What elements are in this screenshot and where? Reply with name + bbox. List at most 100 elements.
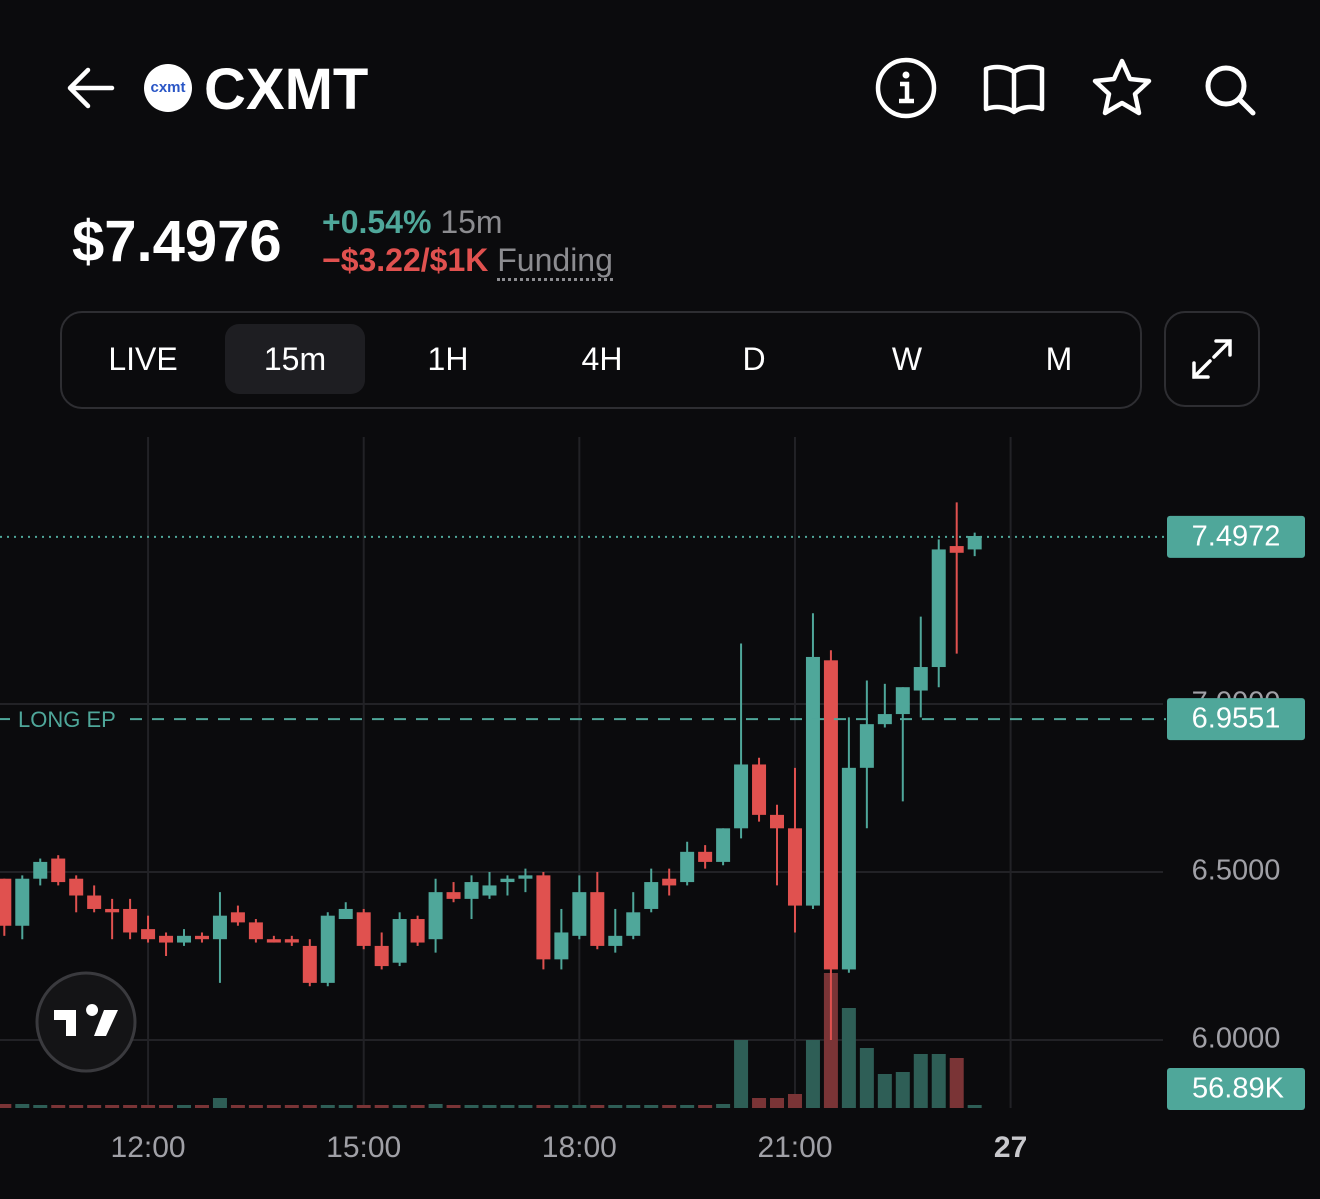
candle-body bbox=[141, 929, 156, 940]
x-tick-label: 12:00 bbox=[111, 1131, 186, 1164]
candle-body bbox=[554, 932, 569, 960]
price: $7.4976 bbox=[72, 209, 282, 274]
info-button[interactable] bbox=[874, 56, 938, 120]
volume-bar bbox=[374, 1105, 389, 1108]
volume-bar bbox=[823, 973, 838, 1108]
logo: cxmt bbox=[144, 64, 192, 112]
candle-body bbox=[895, 687, 910, 715]
volume-bar bbox=[141, 1105, 156, 1108]
volume-tag bbox=[1167, 1068, 1305, 1110]
entry-label: LONG EP bbox=[18, 707, 116, 732]
volume-bar bbox=[554, 1105, 569, 1108]
volume-bar bbox=[0, 1104, 12, 1108]
candle-body bbox=[356, 912, 371, 946]
volume-bar bbox=[392, 1105, 407, 1108]
candle-body bbox=[69, 878, 84, 896]
candle-body bbox=[15, 878, 30, 926]
candle-body bbox=[338, 908, 353, 920]
x-tick-label: 18:00 bbox=[542, 1131, 617, 1164]
volume-bar bbox=[805, 1040, 820, 1108]
funding-label[interactable]: Funding bbox=[497, 242, 613, 281]
candle-body bbox=[428, 892, 443, 940]
timeframe-tab[interactable]: M bbox=[1045, 341, 1073, 377]
price-change: +0.54% bbox=[322, 204, 432, 240]
y-tick-label: 6.0000 bbox=[1192, 1023, 1281, 1055]
volume-bar bbox=[590, 1105, 605, 1108]
candle-body bbox=[87, 895, 102, 909]
volume-bar bbox=[895, 1072, 910, 1108]
volume-bar bbox=[33, 1105, 48, 1108]
last-price-tag bbox=[1167, 515, 1305, 558]
volume-bar bbox=[913, 1054, 928, 1108]
candle-body bbox=[680, 851, 695, 883]
search-button[interactable] bbox=[1200, 60, 1260, 120]
volume-bar bbox=[230, 1105, 245, 1108]
candle-body bbox=[662, 878, 677, 886]
expand-button[interactable] bbox=[1164, 311, 1260, 407]
change-interval: 15m bbox=[440, 204, 503, 240]
volume-bar bbox=[859, 1048, 874, 1108]
candle-body bbox=[105, 908, 120, 913]
favorite-button[interactable] bbox=[1090, 56, 1154, 120]
candle-body bbox=[51, 858, 66, 883]
volume-bar bbox=[105, 1105, 120, 1108]
timeframe-tab[interactable]: LIVE bbox=[108, 341, 178, 377]
candle-body bbox=[212, 915, 227, 940]
volume-bar bbox=[734, 1040, 749, 1108]
y-tick-label: 6.5000 bbox=[1192, 855, 1281, 887]
timeframe-tab[interactable]: 1H bbox=[427, 341, 469, 377]
candle-body bbox=[931, 549, 946, 668]
candle-body bbox=[626, 912, 641, 936]
volume-bar bbox=[841, 1008, 856, 1108]
timeframe-tab[interactable]: D bbox=[742, 341, 766, 377]
volume-bar bbox=[518, 1105, 533, 1108]
ticker-title: CXMT bbox=[204, 57, 369, 122]
timeframe-tab[interactable]: 15m bbox=[225, 324, 365, 394]
volume-bar bbox=[626, 1105, 641, 1108]
docs-button[interactable] bbox=[982, 60, 1046, 116]
volume-bar bbox=[266, 1105, 281, 1108]
candle-body bbox=[302, 945, 317, 983]
entry-price-label: 6.9551 bbox=[1192, 703, 1281, 735]
candle-body bbox=[913, 667, 928, 691]
x-tick-label: 21:00 bbox=[757, 1131, 832, 1164]
candle-body bbox=[320, 915, 335, 983]
tradingview-logo[interactable] bbox=[34, 970, 138, 1074]
volume-bar bbox=[572, 1105, 587, 1108]
volume-bar bbox=[644, 1105, 659, 1108]
candle-body bbox=[608, 935, 623, 946]
volume-bar bbox=[716, 1104, 731, 1108]
timeframe-tabs: LIVE 15m 1H 4H D W M bbox=[60, 311, 1142, 409]
volume-bar bbox=[356, 1105, 371, 1108]
candle-body bbox=[949, 546, 964, 553]
volume-bar bbox=[212, 1098, 227, 1108]
candle-body bbox=[752, 764, 767, 815]
candle-body bbox=[446, 892, 461, 899]
candle-body bbox=[500, 878, 515, 883]
volume-bar bbox=[698, 1105, 713, 1108]
volume-bar bbox=[302, 1105, 317, 1108]
volume-tag-label: 56.89K bbox=[1192, 1073, 1285, 1105]
volume-bar bbox=[428, 1104, 443, 1108]
candle-body bbox=[590, 892, 605, 946]
candle-body bbox=[374, 945, 389, 967]
timeframe-tab[interactable]: W bbox=[891, 341, 923, 377]
candle-body bbox=[518, 875, 533, 879]
candle-body bbox=[248, 922, 263, 940]
candle-body bbox=[284, 939, 299, 943]
back-button[interactable] bbox=[64, 66, 116, 110]
candle-body bbox=[177, 935, 192, 943]
x-tick-label: 27 bbox=[994, 1131, 1027, 1164]
candle-body bbox=[159, 935, 174, 943]
candle-body bbox=[859, 724, 874, 768]
candle-body bbox=[464, 882, 479, 899]
volume-bar bbox=[69, 1105, 84, 1108]
candle-body bbox=[841, 767, 856, 970]
candle-body bbox=[230, 912, 245, 923]
volume-bar bbox=[248, 1105, 263, 1108]
volume-bar bbox=[320, 1105, 335, 1108]
candle-body bbox=[823, 660, 838, 970]
timeframe-tab[interactable]: 4H bbox=[581, 341, 623, 377]
volume-bar bbox=[159, 1105, 174, 1108]
